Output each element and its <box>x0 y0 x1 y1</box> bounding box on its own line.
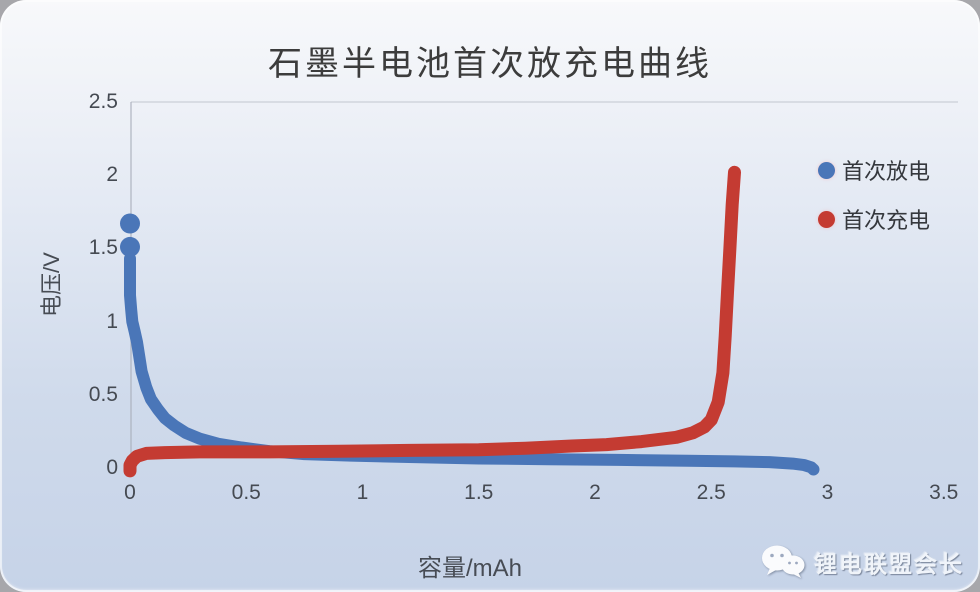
wechat-icon <box>762 545 805 578</box>
y-tick-label: 0.5 <box>88 382 118 406</box>
legend-item-discharge: 首次放电 <box>818 154 930 186</box>
y-tick-label: 1 <box>106 309 118 333</box>
x-tick-label: 2.5 <box>696 481 726 504</box>
x-axis-title: 容量/mAh <box>417 555 522 582</box>
y-axis-ticks: 0 0.5 1 1.5 2 2.5 <box>66 0 118 592</box>
y-tick-label: 1.5 <box>88 236 118 260</box>
series-curve-0 <box>124 252 820 476</box>
chart-title: 石墨半电池首次放充电曲线 <box>268 45 712 83</box>
watermark: 锂电联盟会长 <box>760 544 964 580</box>
charge-marker-icon <box>818 210 835 228</box>
y-tick-label: 2 <box>106 163 118 187</box>
y-axis-title: 电压/V <box>39 252 64 317</box>
legend-item-charge: 首次充电 <box>818 203 930 235</box>
x-tick-label: 0 <box>124 481 136 504</box>
series-point-0 <box>120 236 140 257</box>
x-axis-ticks: 0 0.5 1 1.5 2 2.5 3 3.5 <box>0 481 980 509</box>
discharge-marker-icon <box>818 161 835 179</box>
legend-label-discharge: 首次放电 <box>842 159 931 184</box>
x-tick-label: 1 <box>356 481 369 504</box>
watermark-text: 锂电联盟会长 <box>814 551 964 577</box>
x-tick-label: 3.5 <box>929 481 959 504</box>
legend-label-charge: 首次充电 <box>842 208 931 233</box>
x-tick-label: 2 <box>589 481 601 504</box>
x-tick-label: 3 <box>821 481 834 504</box>
x-tick-label: 0.5 <box>231 481 261 504</box>
legend: 首次放电 首次充电 <box>818 154 930 252</box>
series-point-0 <box>120 213 140 234</box>
y-tick-label: 2.5 <box>88 90 118 113</box>
series-curve-1 <box>123 165 741 478</box>
x-tick-label: 1.5 <box>464 481 494 504</box>
y-tick-label: 0 <box>106 456 118 479</box>
